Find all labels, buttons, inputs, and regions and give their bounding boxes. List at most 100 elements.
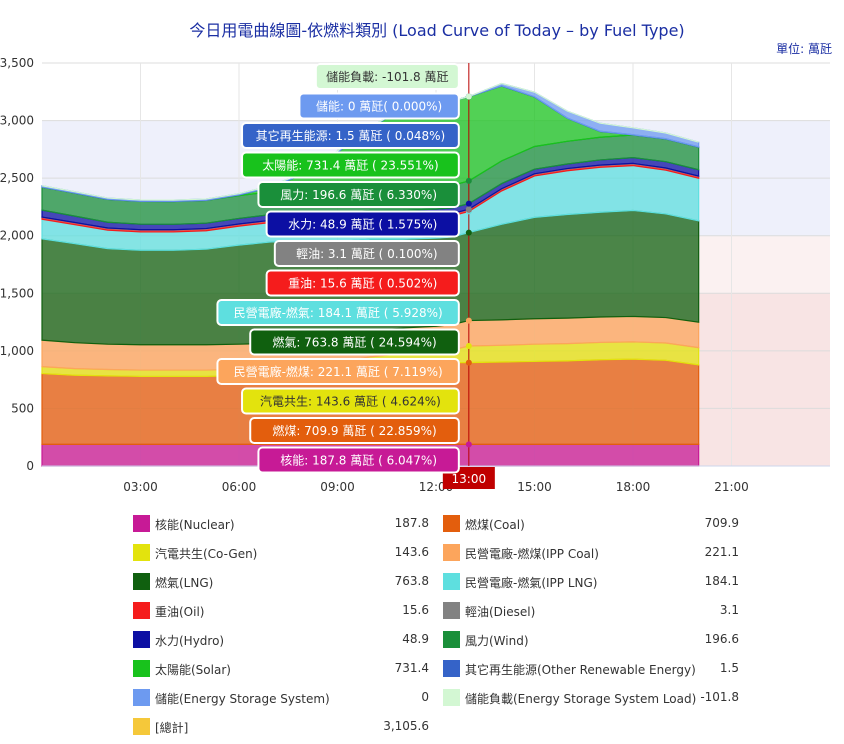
load-curve-chart: 0 500 1,000 1,500 2,000 2,500 3,000 3,500 03:00 0… [0,56,830,494]
legend-label: 重油(Oil) [155,605,205,619]
y-tick-label: 500 [11,401,34,415]
cursor-point-lng [465,229,472,236]
legend-swatch [133,573,150,590]
legend-swatch [133,718,150,735]
tooltip-other_re: 其它再生能源: 1.5 萬瓩 ( 0.048%) [241,122,460,149]
svg-text:輕油: 3.1 萬瓩 ( 0.100%): 輕油: 3.1 萬瓩 ( 0.100%) [296,247,438,261]
legend-label: 汽電共生(Co-Gen) [155,547,258,561]
legend-value: -101.8 [700,690,739,704]
tooltip-lng: 燃氣: 763.8 萬瓩 ( 24.594%) [249,328,460,356]
svg-text:風力: 196.6 萬瓩 ( 6.330%): 風力: 196.6 萬瓩 ( 6.330%) [280,188,437,202]
tooltip-ipp_coal: 民營電廠-燃煤: 221.1 萬瓩 ( 7.119%) [216,358,460,385]
legend-value: 0 [421,690,429,704]
svg-text:民營電廠-燃煤: 221.1 萬瓩 ( 7.119%): 民營電廠-燃煤: 221.1 萬瓩 ( 7.119%) [234,364,443,379]
legend-label: 核能(Nuclear) [155,518,235,532]
legend-item-oil[interactable]: 重油(Oil) 15.6 [133,601,438,621]
legend-item-hydro[interactable]: 水力(Hydro) 48.9 [133,630,438,650]
svg-text:其它再生能源: 1.5 萬瓩 ( 0.048%): 其它再生能源: 1.5 萬瓩 ( 0.048%) [256,128,446,143]
x-tick-label: 18:00 [616,480,651,494]
legend-item-diesel[interactable]: 輕油(Diesel) 3.1 [443,601,748,621]
legend-item-wind[interactable]: 風力(Wind) 196.6 [443,630,748,650]
legend-value: 3.1 [719,603,739,617]
svg-text:燃煤: 709.9 萬瓩 ( 22.859%): 燃煤: 709.9 萬瓩 ( 22.859%) [272,423,436,438]
legend-swatch [443,660,460,677]
legend-value: 184.1 [704,574,739,588]
tooltip-nuclear: 核能: 187.8 萬瓩 ( 6.047%) [257,446,460,474]
y-tick-label: 1,000 [0,344,34,358]
legend-item-nuclear[interactable]: 核能(Nuclear) 187.8 [133,514,438,534]
legend-value: 187.8 [394,516,429,530]
svg-text:儲能: 0 萬瓩( 0.000%): 儲能: 0 萬瓩( 0.000%) [316,100,442,114]
legend-label: 儲能(Energy Storage System) [155,692,330,706]
y-tick-label: 1,500 [0,286,34,300]
legend-label: 燃氣(LNG) [155,576,214,590]
legend-value: 196.6 [704,632,739,646]
legend-value: 3,105.6 [383,719,429,733]
cursor-point-diesel [465,206,472,213]
cursor-point-nuclear [465,441,472,448]
tooltip-ipp_lng: 民營電廠-燃氣: 184.1 萬瓩 ( 5.928%) [216,299,460,326]
legend-value: 143.6 [394,545,429,559]
x-tick-label: 06:00 [222,480,257,494]
legend-value: 15.6 [402,603,429,617]
legend-label: 太陽能(Solar) [155,663,231,677]
legend-item-ess[interactable]: 儲能(Energy Storage System) 0 [133,688,438,708]
legend-label: 其它再生能源(Other Renewable Energy) [465,663,696,677]
legend-swatch [443,602,460,619]
legend-item-lng[interactable]: 燃氣(LNG) 763.8 [133,572,438,592]
legend-swatch [443,515,460,532]
legend-value: 48.9 [402,632,429,646]
legend-item-total[interactable]: [總計] 3,105.6 [133,717,438,737]
tooltip-wind: 風力: 196.6 萬瓩 ( 6.330%) [257,181,460,208]
legend-label: 風力(Wind) [465,634,529,648]
legend-swatch [443,544,460,561]
tooltip-diesel: 輕油: 3.1 萬瓩 ( 0.100%) [273,240,460,267]
legend-label: 燃煤(Coal) [465,518,525,532]
legend-swatch [443,573,460,590]
legend-label: 民營電廠-燃煤(IPP Coal) [465,547,599,561]
legend-swatch [133,515,150,532]
tooltip-hydro: 水力: 48.9 萬瓩 ( 1.575%) [265,210,460,238]
legend-value: 763.8 [394,574,429,588]
legend-label: 水力(Hydro) [155,634,225,648]
svg-text:水力: 48.9 萬瓩 ( 1.575%): 水力: 48.9 萬瓩 ( 1.575%) [288,218,437,232]
legend-swatch [133,660,150,677]
cursor-point-wind [465,177,472,184]
legend-item-other_re[interactable]: 其它再生能源(Other Renewable Energy) 1.5 [443,659,748,679]
svg-text:太陽能: 731.4 萬瓩 ( 23.551%): 太陽能: 731.4 萬瓩 ( 23.551%) [262,158,438,173]
legend-swatch [133,602,150,619]
x-tick-label: 15:00 [517,480,552,494]
legend-swatch [133,689,150,706]
y-tick-label: 3,500 [0,56,34,70]
x-tick-label: 03:00 [123,480,158,494]
legend-item-coal[interactable]: 燃煤(Coal) 709.9 [443,514,748,534]
legend-item-ess_load[interactable]: 儲能負載(Energy Storage System Load) -101.8 [443,688,748,708]
tooltip-ess_load: 儲能負載: -101.8 萬瓩 [314,63,460,90]
legend-item-ipp_coal[interactable]: 民營電廠-燃煤(IPP Coal) 221.1 [443,543,748,563]
tooltip-cogen: 汽電共生: 143.6 萬瓩 ( 4.624%) [241,387,460,415]
tooltip-oil: 重油: 15.6 萬瓩 ( 0.502%) [265,269,460,297]
cursor-point-hydro [465,200,472,207]
y-tick-label: 0 [26,459,34,473]
legend-label: 儲能負載(Energy Storage System Load) [465,692,697,706]
legend-item-solar[interactable]: 太陽能(Solar) 731.4 [133,659,438,679]
legend-label: 輕油(Diesel) [465,605,536,619]
svg-text:儲能負載: -101.8 萬瓩: 儲能負載: -101.8 萬瓩 [326,70,448,84]
y-tick-label: 2,000 [0,229,34,243]
legend-item-cogen[interactable]: 汽電共生(Co-Gen) 143.6 [133,543,438,563]
chart-title: 今日用電曲線圖-依燃料類別 (Load Curve of Today – by … [189,21,685,40]
legend-value: 221.1 [704,545,739,559]
legend-swatch [443,631,460,648]
legend-item-ipp_lng[interactable]: 民營電廠-燃氣(IPP LNG) 184.1 [443,572,748,592]
legend-swatch [133,544,150,561]
svg-text:燃氣: 763.8 萬瓩 ( 24.594%): 燃氣: 763.8 萬瓩 ( 24.594%) [272,335,436,350]
svg-text:核能: 187.8 萬瓩 ( 6.047%): 核能: 187.8 萬瓩 ( 6.047%) [280,454,437,468]
tooltip-ess: 儲能: 0 萬瓩( 0.000%) [298,92,460,120]
svg-text:重油: 15.6 萬瓩 ( 0.502%): 重油: 15.6 萬瓩 ( 0.502%) [288,277,437,291]
unit-label: 單位: 萬瓩 [776,42,832,56]
legend-value: 731.4 [394,661,429,675]
legend-value: 709.9 [704,516,739,530]
y-tick-label: 2,500 [0,171,34,185]
legend-swatch [133,631,150,648]
tooltip-coal: 燃煤: 709.9 萬瓩 ( 22.859%) [249,417,460,444]
